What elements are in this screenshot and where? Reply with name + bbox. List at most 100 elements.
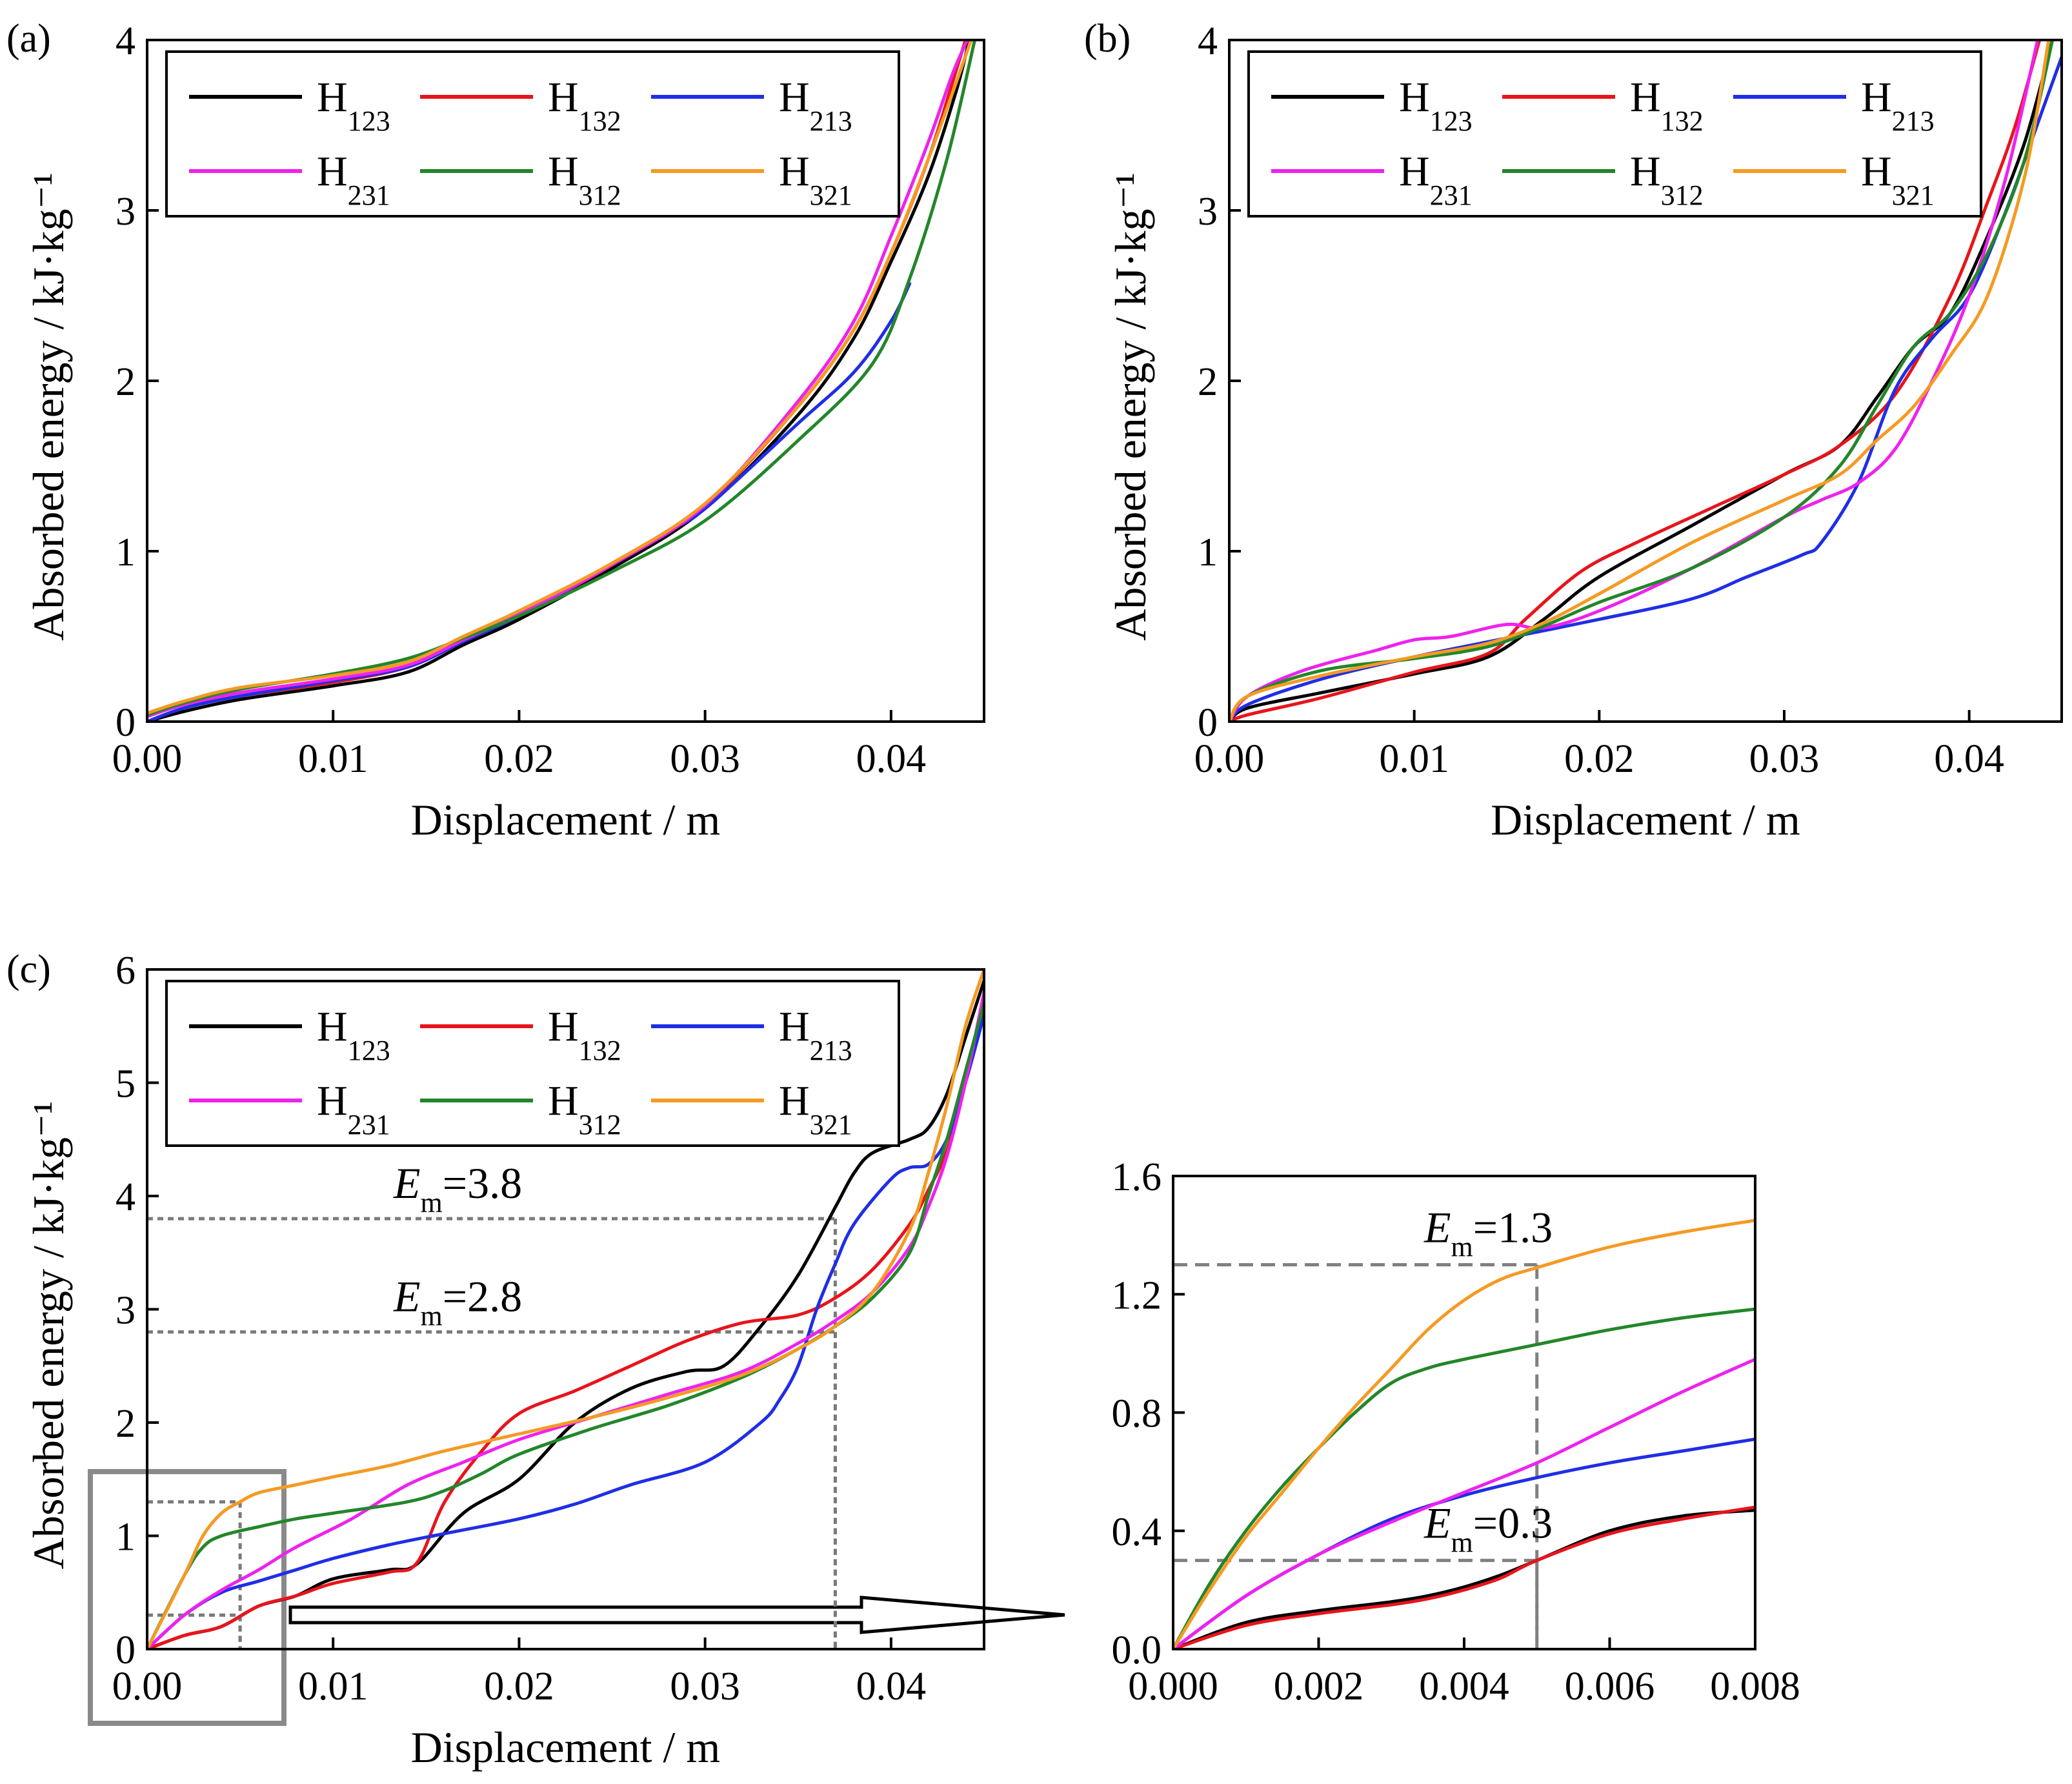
legend-subscript: 312 (579, 179, 621, 211)
y-tick-label: 0 (116, 701, 136, 745)
x-tick-label: 0.01 (298, 737, 368, 781)
x-tick-label: 0.04 (856, 1665, 927, 1708)
series-lines (1229, 40, 2062, 722)
em-value: =2.8 (443, 1272, 522, 1321)
series-line-h213 (147, 1013, 984, 1649)
legend-subscript: 213 (810, 1035, 852, 1066)
y-tick-label: 3 (116, 1289, 136, 1333)
legend-base: H (317, 74, 348, 121)
em-subscript: m (1451, 1231, 1473, 1262)
x-tick-label: 0.01 (1379, 737, 1449, 781)
y-tick-label: 6 (116, 949, 136, 993)
em-annotation: Em=1.3 (1423, 1202, 1553, 1262)
plot-frame (1172, 1175, 1756, 1650)
legend-label-h213: H213 (779, 1003, 852, 1066)
series-lines (147, 40, 977, 722)
series-line-h132 (1173, 1505, 1755, 1649)
legend-label-h132: H132 (548, 74, 621, 137)
legend-base: H (779, 1003, 810, 1050)
em-symbol: E (1423, 1202, 1451, 1252)
legend-label-h213: H213 (779, 74, 852, 137)
y-tick-label: 1 (1198, 531, 1218, 574)
legend-subscript: 321 (810, 1109, 852, 1140)
legend-subscript: 321 (810, 179, 852, 211)
chart-panel-c: 0.00 0.01 0.02 0.03 0.040123456Em=3.8Em=2.8H… (6, 948, 985, 1772)
y-tick-label: 3 (1198, 190, 1218, 234)
legend-label-h123: H123 (317, 1003, 390, 1066)
y-tick-label: 2 (116, 360, 136, 404)
y-tick-label: 0.8 (1112, 1392, 1162, 1436)
series-line-h231 (1173, 1357, 1755, 1649)
em-value: =0.3 (1473, 1499, 1553, 1548)
legend-base: H (1630, 74, 1661, 121)
x-tick-label: 0.002 (1274, 1665, 1364, 1708)
legend-label-h132: H132 (1630, 74, 1704, 137)
x-tick-label: 0.03 (670, 737, 740, 781)
zoom-arrow (288, 1596, 1065, 1634)
y-tick-label: 0 (1198, 701, 1218, 745)
legend-label-h312: H312 (548, 148, 621, 211)
series-lines (1173, 1219, 1755, 1649)
legend-base: H (548, 1077, 579, 1124)
x-tick-label: 0.03 (670, 1665, 740, 1708)
y-axis-label: Absorbed energy / kJ·kg⁻¹ (24, 172, 73, 640)
y-tick-label: 1.6 (1112, 1155, 1162, 1199)
y-tick-label: 1.2 (1112, 1273, 1162, 1317)
series-line-h312 (147, 1002, 984, 1649)
chart-panel-c-inset: 0.000 0.002 0.004 0.006 0.008 0.0 0.4 0.8 1.2 1.6… (1112, 1155, 1800, 1708)
x-tick-label: 0.004 (1419, 1665, 1509, 1708)
panel-label: (a) (6, 17, 51, 61)
legend-label-h231: H231 (1399, 148, 1473, 211)
legend-base: H (317, 1003, 348, 1050)
em-symbol: E (1423, 1499, 1451, 1548)
legend-label-h312: H312 (1630, 148, 1704, 211)
x-tick-label: 0.006 (1565, 1665, 1655, 1708)
legend-base: H (1861, 74, 1892, 121)
em-value: =1.3 (1473, 1202, 1553, 1252)
series-line-h123 (147, 40, 971, 722)
y-tick-label: 0 (116, 1628, 136, 1672)
chart-panel-b: 0.00 0.01 0.02 0.03 0.0401234H123H132H213H23… (1084, 17, 2063, 844)
legend-label-h231: H231 (317, 148, 390, 211)
em-annotation: Em=0.3 (1423, 1499, 1553, 1559)
legend-subscript: 123 (1430, 105, 1473, 137)
y-tick-label: 3 (116, 190, 136, 234)
legend-base: H (779, 1077, 810, 1124)
em-annotation: Em=3.8 (393, 1159, 522, 1219)
y-tick-label: 4 (116, 1175, 136, 1219)
y-tick-label: 1 (116, 1515, 136, 1559)
legend-label-h231: H231 (317, 1077, 390, 1140)
x-axis-label: Displacement / m (411, 1723, 721, 1772)
x-tick-label: 0.008 (1710, 1665, 1800, 1708)
x-tick-label: 0.01 (298, 1665, 368, 1708)
legend-subscript: 123 (348, 1035, 390, 1066)
series-line-h231 (147, 990, 984, 1649)
plot-frame (146, 968, 985, 1650)
legend-label-h321: H321 (779, 1077, 852, 1140)
legend-base: H (548, 148, 579, 195)
x-tick-label: 0.02 (484, 737, 554, 781)
y-tick-label: 0.4 (1112, 1510, 1162, 1554)
series-line-h321 (1173, 1219, 1755, 1649)
x-tick-label: 0.02 (1564, 737, 1634, 781)
series-line-h321 (1229, 40, 2051, 722)
y-axis-label: Absorbed energy / kJ·kg⁻¹ (24, 1101, 73, 1569)
series-line-h321 (147, 40, 973, 715)
x-tick-label: 0.02 (484, 1665, 554, 1708)
legend-subscript: 132 (579, 105, 621, 137)
legend-subscript: 213 (1892, 105, 1935, 137)
x-tick-label: 0.000 (1128, 1665, 1218, 1708)
series-line-h132 (147, 1013, 984, 1649)
y-tick-label: 4 (116, 19, 136, 63)
legend-subscript: 132 (579, 1035, 621, 1066)
x-tick-label: 0.04 (1934, 737, 2004, 781)
series-line-h231 (147, 40, 969, 718)
legend-label-h321: H321 (1861, 148, 1935, 211)
y-tick-label: 4 (1198, 19, 1218, 63)
legend-subscript: 321 (1892, 179, 1935, 211)
legend-subscript: 312 (579, 1109, 621, 1140)
panel-label: (c) (6, 948, 51, 991)
legend-box (165, 50, 900, 218)
